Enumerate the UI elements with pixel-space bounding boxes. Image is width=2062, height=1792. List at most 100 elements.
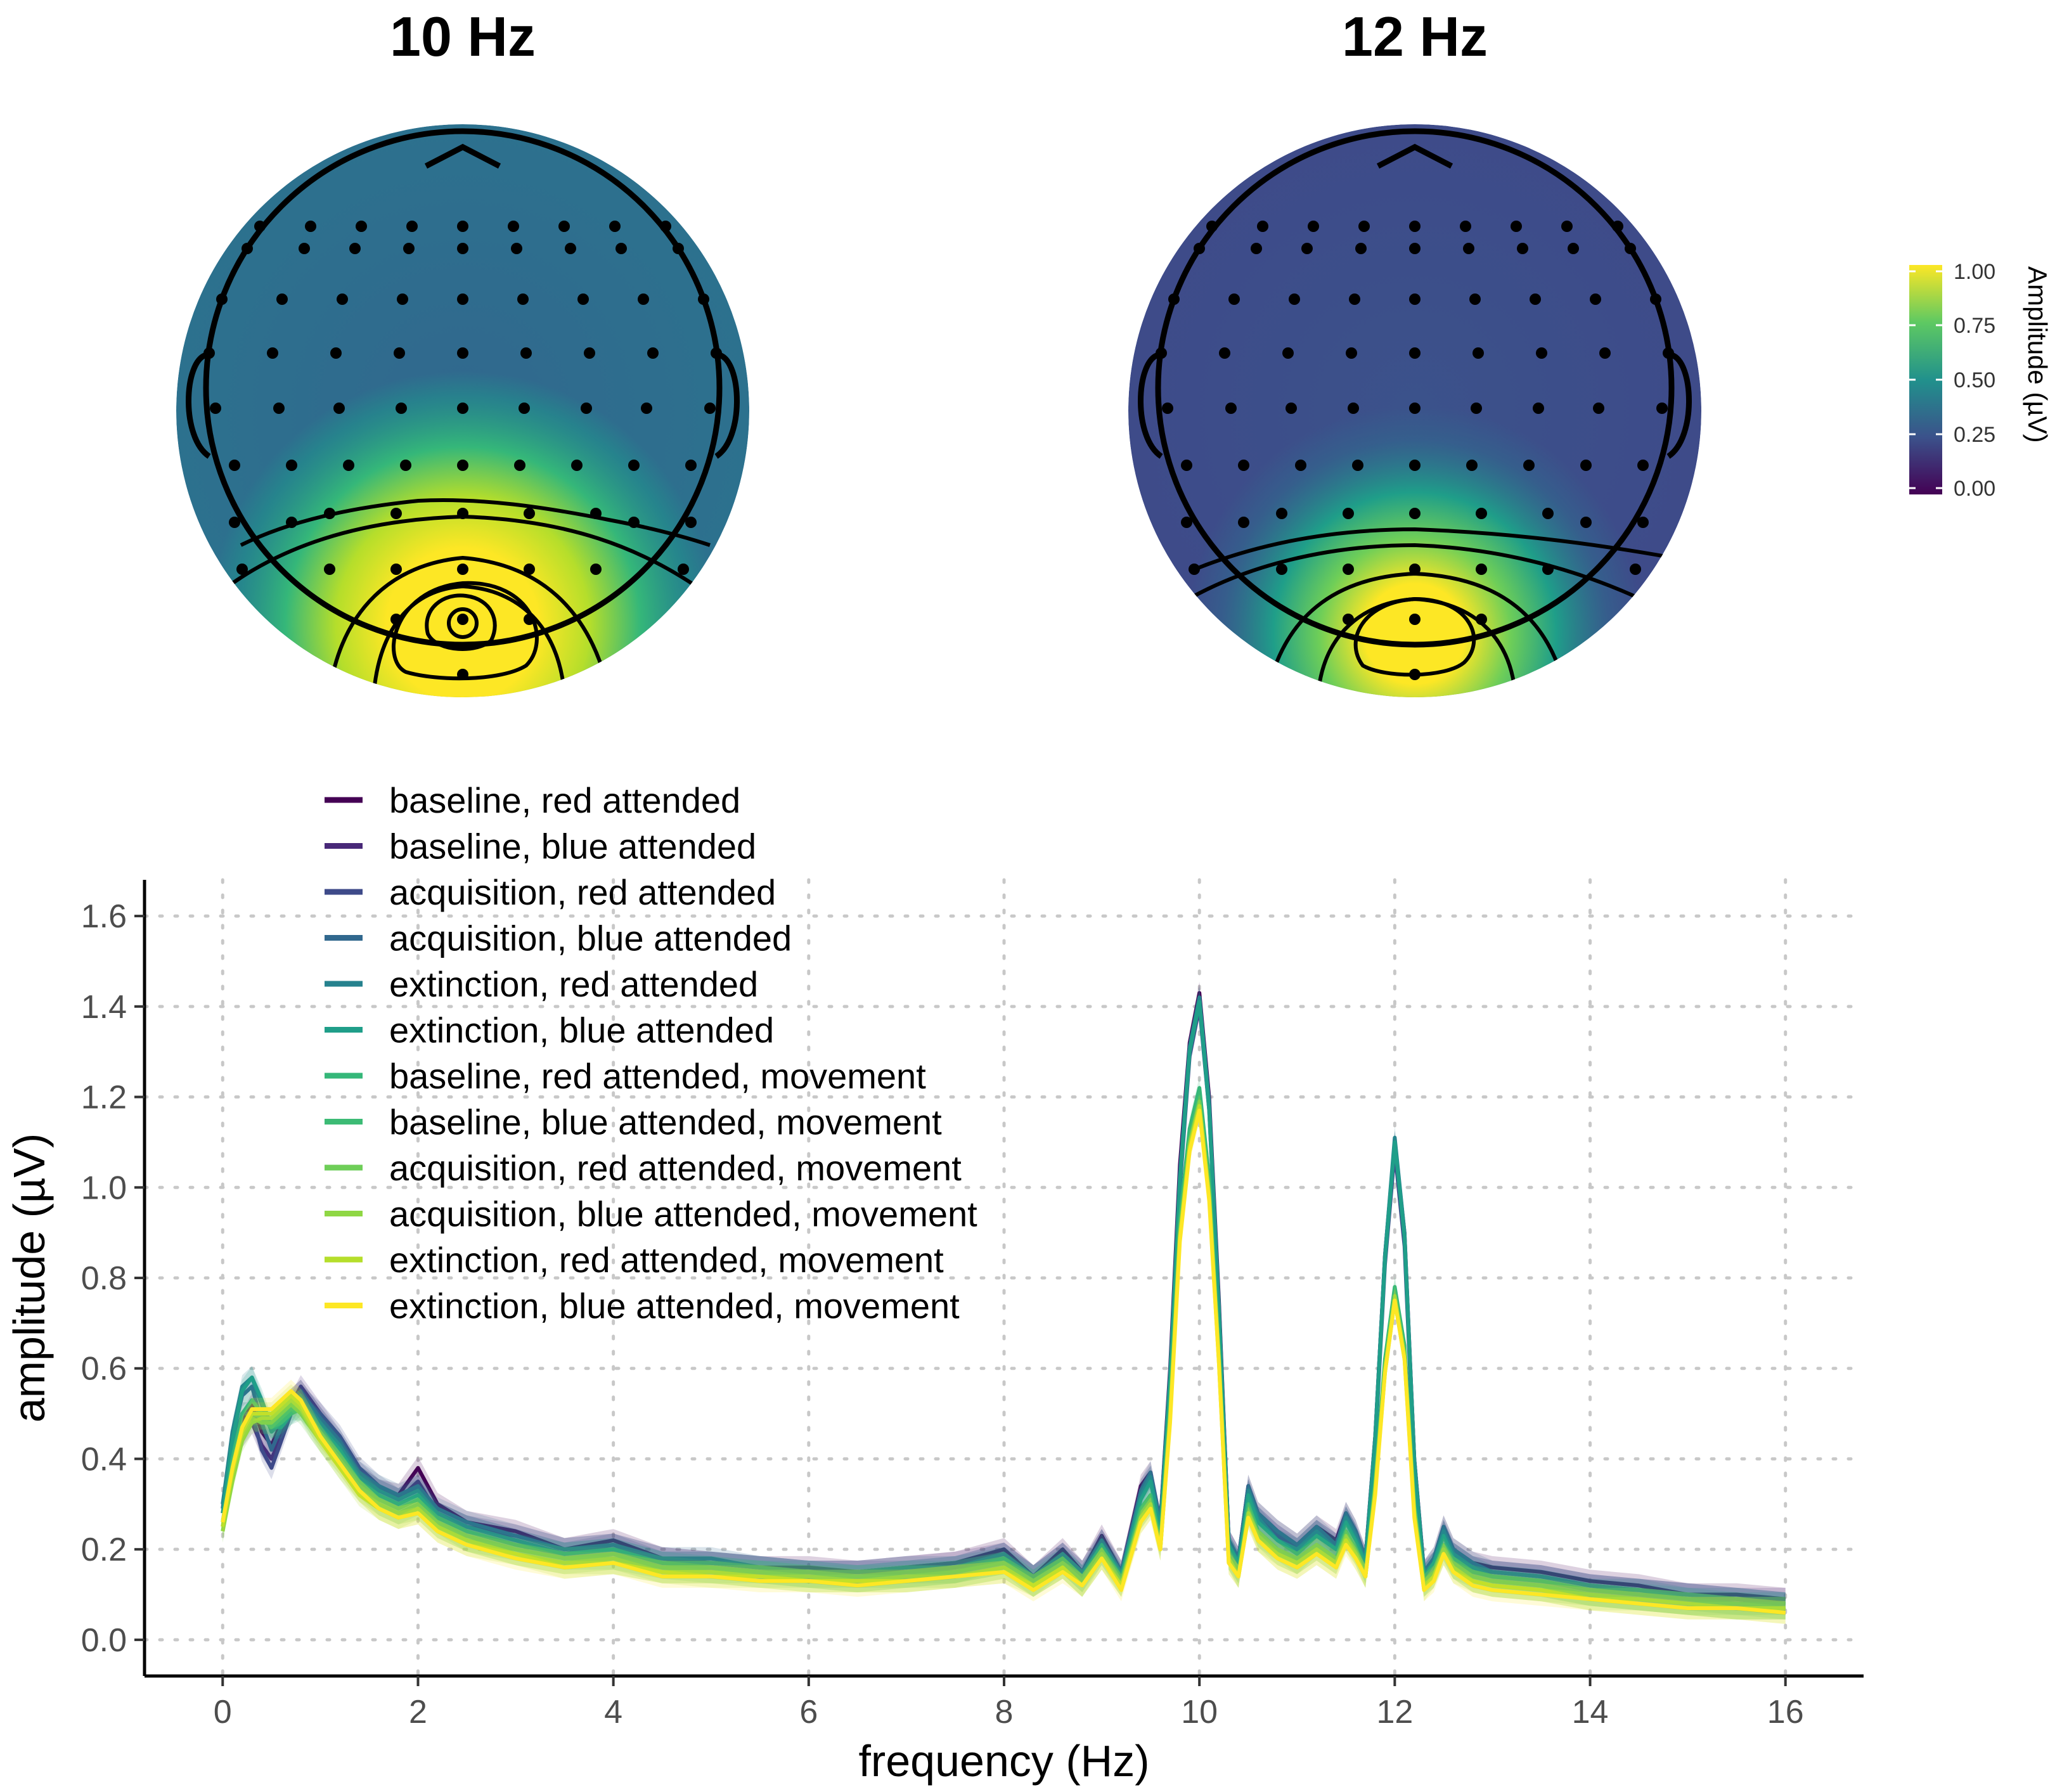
electrode-dot [704, 403, 716, 414]
legend-label: extinction, red attended [389, 964, 758, 1004]
electrode-dot [638, 293, 649, 305]
y-tick-label: 1.6 [81, 898, 127, 935]
electrode-dot [1568, 243, 1579, 254]
electrode-dot [406, 221, 418, 232]
y-ticks: 0.0 0.2 0.4 0.6 0.8 1.0 1.2 1.4 1.6 [81, 898, 145, 1659]
electrode-dot [457, 243, 468, 254]
x-tick-label: 10 [1181, 1694, 1218, 1731]
electrode-dot [203, 347, 215, 359]
electrode-dot [1630, 564, 1641, 575]
y-tick-label: 0.4 [81, 1441, 127, 1478]
electrode-dot [628, 460, 640, 471]
electrode-dot [1612, 221, 1623, 232]
electrode-dot [324, 564, 335, 575]
series-lines [221, 981, 1786, 1624]
electrode-dot [508, 221, 519, 232]
electrode-dot [1466, 460, 1478, 471]
electrode-dot [1637, 460, 1649, 471]
electrode-dot [660, 221, 671, 232]
electrode-dot [590, 508, 602, 519]
electrode-dot [229, 460, 240, 471]
colorbar-tick-label: 0.00 [1954, 477, 1995, 501]
x-tick-label: 4 [604, 1694, 622, 1731]
x-tick-label: 2 [409, 1694, 427, 1731]
electrode-dot [1228, 293, 1240, 305]
topomap-12hz: 12 Hz [1128, 5, 1701, 697]
y-tick-label: 0.8 [81, 1260, 127, 1297]
electrode-dot [673, 243, 684, 254]
electrode-dot [1295, 460, 1306, 471]
electrode-dot [1469, 293, 1481, 305]
y-tick-label: 0.2 [81, 1531, 127, 1568]
electrode-dot [276, 293, 288, 305]
electrode-dot [565, 243, 576, 254]
electrode-dot [1238, 517, 1249, 528]
electrode-dot [390, 614, 402, 625]
electrode-dot [1517, 243, 1528, 254]
electrode-dot [1663, 347, 1674, 359]
electrode-dot [324, 508, 335, 519]
electrode-dot [1286, 403, 1297, 414]
electrode-dot [1409, 347, 1421, 359]
electrode-dot [1301, 243, 1313, 254]
topomap-title: 10 Hz [390, 5, 536, 68]
electrode-dot [390, 508, 402, 519]
electrode-dot [609, 221, 621, 232]
electrode-dot [1162, 403, 1173, 414]
electrode-dot [1511, 221, 1522, 232]
grid [143, 878, 1865, 1678]
colorbar-ticks [1909, 270, 1942, 489]
electrode-dot [1343, 614, 1354, 625]
electrode-dot [1308, 221, 1319, 232]
electrode-dot [1348, 403, 1359, 414]
electrode-dot [1282, 347, 1294, 359]
y-tick-label: 1.0 [81, 1170, 127, 1206]
electrode-dot [1472, 347, 1484, 359]
electrode-dot [390, 564, 402, 575]
legend-label: acquisition, blue attended, movement [389, 1194, 977, 1234]
electrode-dot [1580, 460, 1592, 471]
colorbar-tick-label: 1.00 [1954, 260, 1995, 284]
electrode-dot [1593, 403, 1604, 414]
electrode-dot [1625, 243, 1636, 254]
electrode-dot [457, 669, 468, 680]
legend-label: baseline, red attended, movement [389, 1056, 926, 1096]
electrode-dot [403, 243, 415, 254]
electrode-dot [1219, 347, 1230, 359]
electrode-dot [299, 243, 310, 254]
y-tick-label: 0.6 [81, 1351, 127, 1388]
electrodes [1156, 221, 1674, 680]
electrode-dot [1168, 293, 1180, 305]
electrode-dot [1561, 221, 1573, 232]
electrode-dot [558, 221, 570, 232]
electrode-dot [242, 243, 253, 254]
electrode-dot [1409, 614, 1421, 625]
electrode-dot [1580, 517, 1592, 528]
legend-label: extinction, red attended, movement [389, 1240, 944, 1280]
electrode-dot [1156, 347, 1167, 359]
electrode-dot [396, 403, 407, 414]
electrode-dot [1523, 460, 1535, 471]
electrode-dot [1463, 243, 1474, 254]
legend-label: acquisition, red attended, movement [389, 1148, 962, 1188]
electrode-dot [1409, 669, 1421, 680]
electrode-dot [647, 347, 659, 359]
y-tick-label: 1.2 [81, 1080, 127, 1116]
electrode-dot [711, 347, 722, 359]
electrode-dot [1276, 508, 1287, 519]
electrode-dot [1599, 347, 1611, 359]
electrode-dot [1656, 403, 1668, 414]
electrode-dot [685, 517, 697, 528]
electrode-dot [1476, 564, 1487, 575]
topomap-title: 12 Hz [1342, 5, 1488, 68]
electrode-dot [1542, 508, 1554, 519]
electrode-dot [394, 347, 405, 359]
electrode-dot [1650, 293, 1661, 305]
electrode-dot [273, 403, 285, 414]
electrode-dot [1181, 517, 1192, 528]
electrode-dot [1194, 243, 1205, 254]
electrode-dot [457, 564, 468, 575]
topomap-fill [1128, 124, 1701, 697]
electrode-dot [1471, 403, 1482, 414]
colorbar: 1.00 0.75 0.50 0.25 0.00 Amplitude (µV) [1909, 260, 2052, 501]
